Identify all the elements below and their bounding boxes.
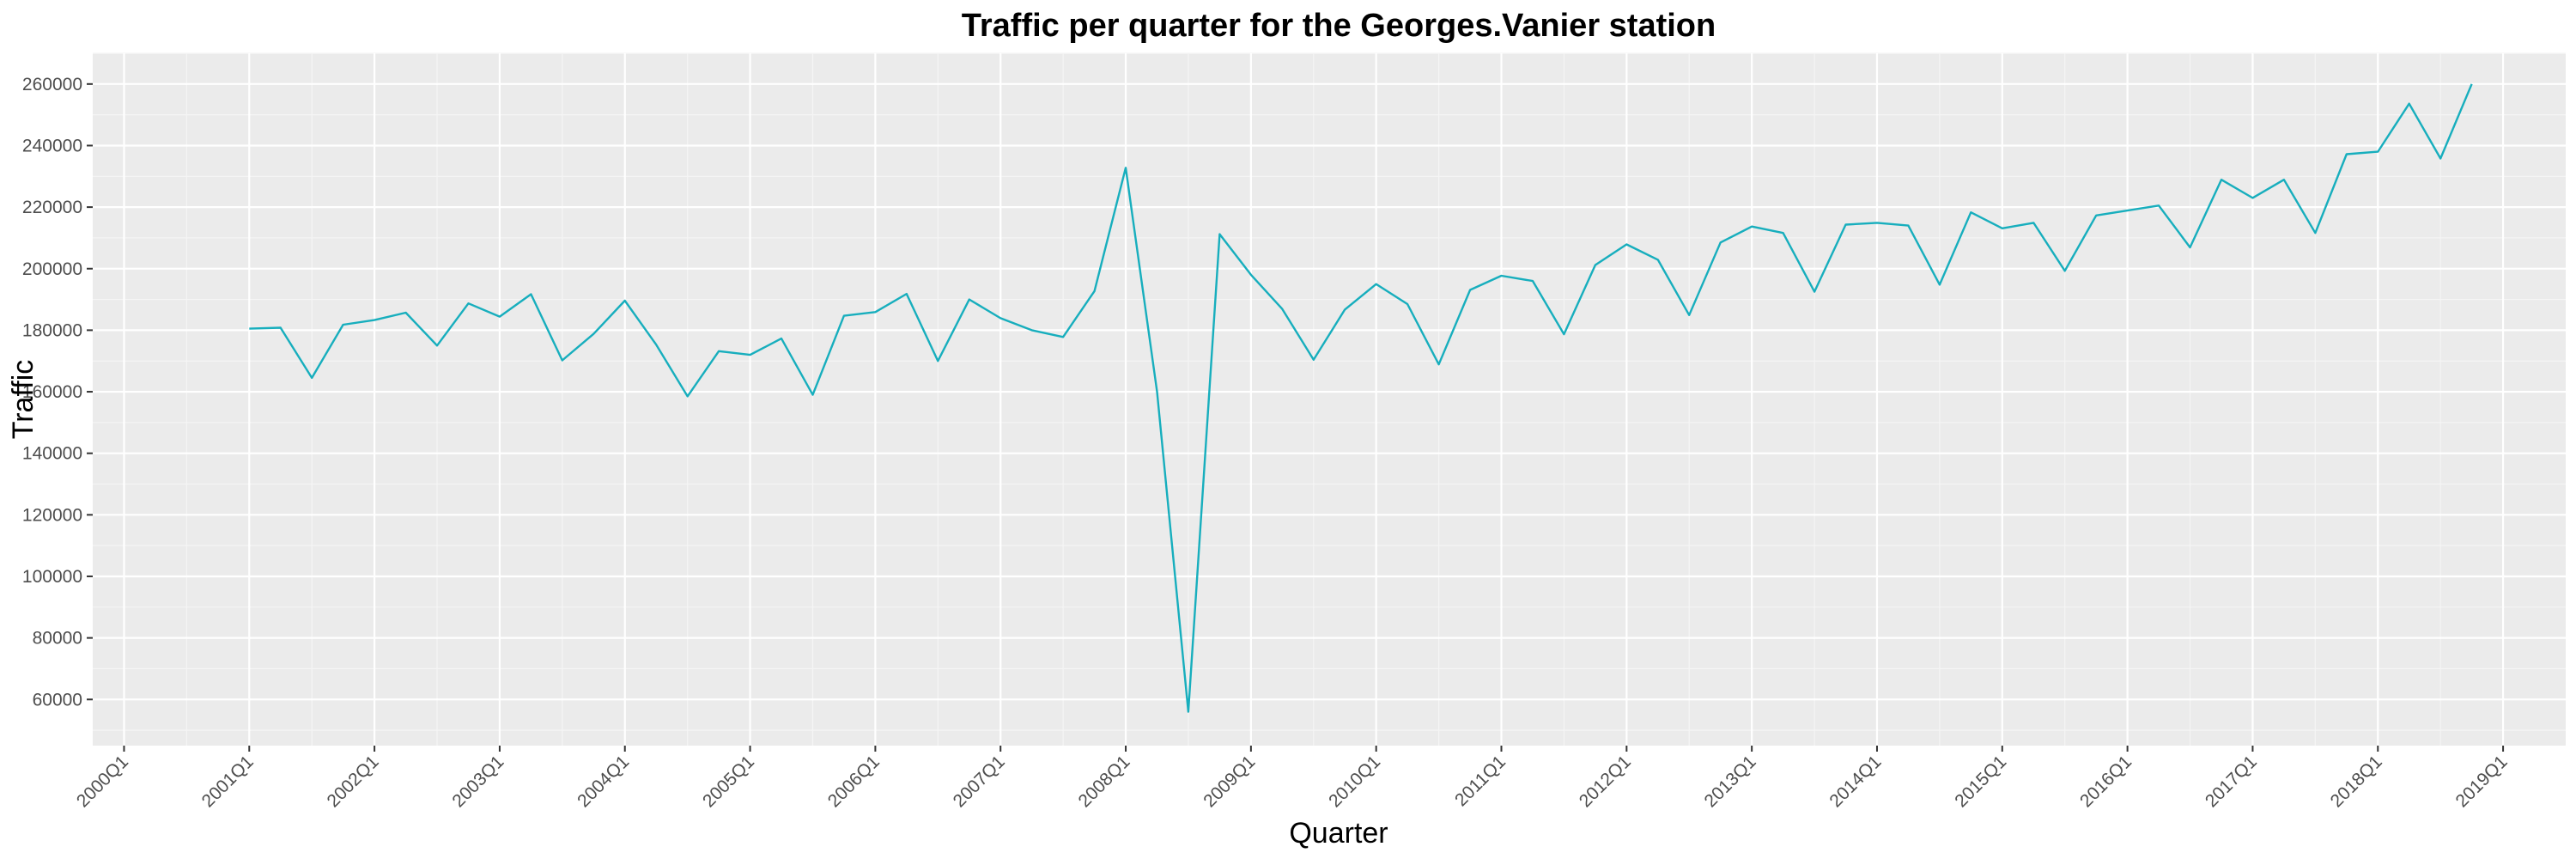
series-line — [249, 83, 2473, 713]
x-tick-label: 2011Q1 — [1451, 752, 1510, 810]
x-tick-label: 2001Q1 — [198, 752, 258, 811]
chart-title: Traffic per quarter for the Georges.Vani… — [962, 8, 1716, 44]
x-tick-label: 2013Q1 — [1701, 752, 1760, 811]
x-tick-label: 2004Q1 — [574, 752, 633, 811]
plot-panel — [93, 53, 2566, 746]
x-tick-label: 2012Q1 — [1576, 752, 1635, 811]
y-tick-label: 260000 — [22, 75, 82, 94]
x-tick-label: 2007Q1 — [950, 752, 1009, 811]
x-tick-label: 2018Q1 — [2327, 752, 2386, 811]
x-tick-label: 2000Q1 — [73, 752, 132, 811]
x-tick-label: 2015Q1 — [1951, 752, 2010, 811]
y-axis-title: Traffic — [7, 360, 39, 440]
x-tick-label: 2003Q1 — [448, 752, 507, 811]
x-tick-label: 2017Q1 — [2202, 752, 2261, 811]
y-tick-label: 60000 — [33, 690, 82, 710]
x-tick-label: 2009Q1 — [1200, 752, 1259, 811]
y-tick-label: 160000 — [22, 382, 82, 402]
x-tick-label: 2016Q1 — [2076, 752, 2136, 811]
y-axis: 60000 80000 100000 120000 140000 160000 180000… — [22, 75, 93, 710]
y-tick-label: 140000 — [22, 444, 82, 464]
minor-gridlines — [93, 52, 2566, 746]
y-tick-label: 240000 — [22, 136, 82, 155]
x-tick-label: 2019Q1 — [2452, 752, 2512, 811]
x-tick-label: 2014Q1 — [1826, 752, 1885, 811]
x-tick-label: 2010Q1 — [1325, 752, 1384, 811]
x-tick-label: 2005Q1 — [699, 752, 758, 811]
x-tick-label: 2006Q1 — [824, 752, 884, 811]
y-tick-label: 180000 — [22, 320, 82, 340]
x-tick-label: 2008Q1 — [1074, 752, 1133, 811]
x-axis: 2000Q1 2001Q1 2002Q1 2003Q1 2004Q1 2005Q1 2006… — [73, 746, 2512, 811]
y-tick-label: 220000 — [22, 198, 82, 217]
y-tick-label: 100000 — [22, 567, 82, 587]
y-tick-label: 200000 — [22, 259, 82, 279]
x-tick-label: 2002Q1 — [324, 752, 383, 811]
series-layer — [249, 83, 2473, 713]
y-tick-label: 80000 — [33, 629, 82, 649]
major-gridlines — [93, 53, 2566, 746]
x-axis-title: Quarter — [1289, 817, 1388, 850]
y-tick-label: 120000 — [22, 505, 82, 525]
